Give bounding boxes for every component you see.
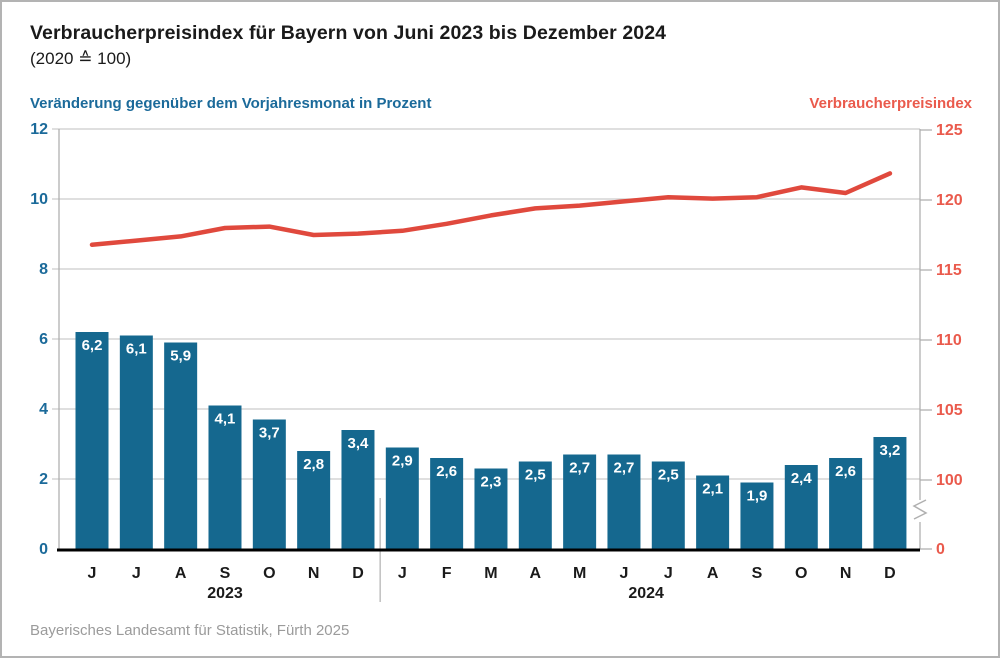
bar [341,430,375,549]
month-label: D [884,565,896,582]
bar-value-label: 3,2 [880,442,901,459]
bar [696,475,730,549]
bar [297,451,331,549]
right-axis-tick-label: 0 [936,541,945,558]
left-axis-tick-label: 2 [39,471,48,488]
bar [518,461,552,549]
bar [784,465,818,549]
year-label: 2023 [207,585,243,602]
month-label: N [840,565,852,582]
right-axis-tick-label: 110 [936,332,962,349]
left-axis-tick-label: 10 [30,191,48,208]
bar [385,447,419,549]
bar [75,332,109,549]
bar [607,454,641,549]
month-label: O [263,565,275,582]
month-label: N [308,565,320,582]
bar-value-label: 3,4 [348,435,370,452]
bar-value-label: 2,9 [392,453,413,470]
bar-value-label: 2,1 [702,481,723,498]
bar [208,405,242,549]
bar-value-label: 2,6 [436,463,457,480]
cpi-line [89,171,893,248]
month-label: J [398,565,407,582]
bar [651,461,685,549]
page-title: Verbraucherpreisindex für Bayern von Jun… [30,22,667,44]
left-axis-tick-label: 6 [39,331,48,348]
year-label: 2024 [628,585,664,602]
bar-value-label: 6,2 [82,337,103,354]
right-axis-tick-label: 125 [936,122,963,139]
month-label: A [707,565,719,582]
axis-break-icon [912,499,928,520]
bar-value-label: 2,5 [525,467,546,484]
right-axis-tick-label: 115 [936,262,962,279]
bar [164,342,198,549]
left-axis-title: Veränderung gegenüber dem Vorjahresmonat… [30,95,432,112]
bar [119,335,153,549]
bar-value-label: 5,9 [170,348,191,365]
month-label: J [88,565,97,582]
right-axis-tick-label: 100 [936,472,963,489]
month-label: O [795,565,807,582]
bar-value-label: 6,1 [126,341,147,358]
left-axis-tick-label: 0 [39,541,48,558]
bar [873,437,907,549]
bar [740,482,774,549]
month-label: J [620,565,629,582]
month-label: F [442,565,452,582]
right-axis-title: Verbraucherpreisindex [809,95,972,112]
right-axis-tick-label: 120 [936,192,963,209]
bar-value-label: 2,4 [791,470,813,487]
month-label: S [752,565,763,582]
month-label: M [484,565,497,582]
bar [829,458,863,549]
bar-value-label: 2,7 [569,460,590,477]
month-label: A [175,565,187,582]
bar-value-label: 4,1 [215,411,236,428]
month-label: A [530,565,542,582]
left-axis-tick-label: 8 [39,261,48,278]
bar [474,468,508,549]
bar-value-label: 2,8 [303,456,324,473]
month-label: M [573,565,586,582]
bar-value-label: 2,3 [481,474,502,491]
bar-value-label: 2,5 [658,467,679,484]
month-label: J [132,565,141,582]
bar-value-label: 3,7 [259,425,280,442]
left-axis-tick-label: 4 [39,401,48,418]
month-label: S [220,565,231,582]
chart-subtitle: (2020 ≙ 100) [30,49,132,68]
month-label: D [352,565,364,582]
bar-value-label: 1,9 [747,488,768,505]
month-label: J [664,565,673,582]
left-axis-tick-label: 12 [30,121,48,138]
bar [563,454,597,549]
bar-value-label: 2,6 [835,463,856,480]
bar [430,458,464,549]
right-axis-tick-label: 105 [936,402,963,419]
source-note: Bayerisches Landesamt für Statistik, Für… [30,622,350,639]
bar [252,419,286,549]
bar-value-label: 2,7 [614,460,635,477]
